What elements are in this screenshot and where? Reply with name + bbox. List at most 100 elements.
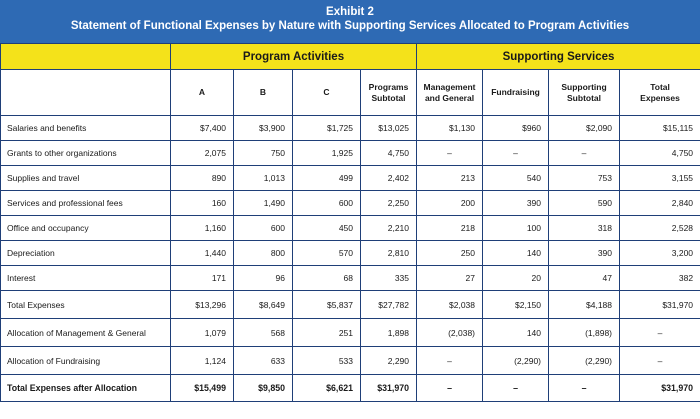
column-b-header: B — [233, 69, 293, 116]
cell-fr: 20 — [482, 265, 550, 291]
cell-ps: $27,782 — [359, 290, 418, 319]
exhibit-subtitle: Statement of Functional Expenses by Natu… — [70, 20, 630, 32]
cell-c: $1,725 — [292, 115, 361, 141]
cell-mg: 200 — [416, 190, 484, 216]
row-label: Office and occupancy — [0, 215, 171, 241]
table-row: Salaries and benefits $7,400 $3,900 $1,725 $… — [0, 115, 700, 141]
table-row: Total Expenses $13,296 $8,649 $5,837 $27,782… — [0, 290, 700, 319]
cell-fr: 390 — [482, 190, 550, 216]
cell-te: 3,200 — [619, 240, 700, 266]
cell-c: 450 — [292, 215, 361, 241]
programs-subtotal-line2: Subtotal — [371, 92, 406, 103]
cell-te: 382 — [619, 265, 700, 291]
cell-mg: (2,038) — [416, 318, 484, 347]
cell-te: $31,970 — [619, 290, 700, 319]
exhibit-title: Exhibit 2 — [326, 6, 374, 18]
cell-fr: $960 — [482, 115, 550, 141]
cell-b: $3,900 — [233, 115, 293, 141]
cell-ps: 2,290 — [359, 346, 418, 375]
table-row: Grants to other organizations 2,075 750 1,9… — [0, 140, 700, 166]
table-row: Office and occupancy 1,160 600 450 2,210 218 1… — [0, 215, 700, 241]
cell-mg: 213 — [416, 165, 484, 191]
cell-ss: (1,898) — [548, 318, 621, 347]
cell-b: 600 — [233, 215, 293, 241]
column-header-row: A B C Programs Subtotal Management and G… — [0, 69, 700, 116]
cell-c: 570 — [292, 240, 361, 266]
cell-ss: 590 — [548, 190, 621, 216]
management-line1: Management — [423, 81, 476, 92]
cell-ss: $4,188 — [548, 290, 621, 319]
cell-b: $9,850 — [233, 374, 293, 402]
table-row: Supplies and travel 890 1,013 499 2,402 213 54… — [0, 165, 700, 191]
cell-b: 1,490 — [233, 190, 293, 216]
cell-ps: 2,250 — [359, 190, 418, 216]
cell-a: 171 — [170, 265, 234, 291]
fundraising-header: Fundraising — [482, 69, 550, 116]
total-expenses-line2: Expenses — [640, 92, 680, 103]
cell-mg: – — [416, 374, 484, 402]
table-body: Salaries and benefits $7,400 $3,900 $1,725 $… — [0, 115, 700, 402]
cell-ss: 318 — [548, 215, 621, 241]
programs-subtotal-header: Programs Subtotal — [359, 69, 418, 116]
management-line2: and General — [424, 92, 475, 103]
table-row: Depreciation 1,440 800 570 2,810 250 140 390 3,2… — [0, 240, 700, 266]
cell-c: $6,621 — [292, 374, 361, 402]
exhibit-header: Exhibit 2 Statement of Functional Expens… — [0, 0, 700, 43]
row-label: Interest — [0, 265, 171, 291]
cell-ss: $2,090 — [548, 115, 621, 141]
column-a-header: A — [170, 69, 234, 116]
row-label: Depreciation — [0, 240, 171, 266]
cell-ps: $13,025 — [359, 115, 418, 141]
row-label: Total Expenses after Allocation — [0, 374, 171, 402]
cell-te: $15,115 — [619, 115, 700, 141]
cell-c: 68 — [292, 265, 361, 291]
cell-ss: 390 — [548, 240, 621, 266]
supporting-subtotal-header: Supporting Subtotal — [548, 69, 621, 116]
table-row: Interest 171 96 68 335 27 20 47 382 — [0, 265, 700, 291]
row-label: Total Expenses — [0, 290, 171, 319]
cell-b: 96 — [233, 265, 293, 291]
cell-a: 160 — [170, 190, 234, 216]
cell-ps: 335 — [359, 265, 418, 291]
group-header-blank — [0, 43, 171, 70]
cell-c: 533 — [292, 346, 361, 375]
cell-a: $15,499 — [170, 374, 234, 402]
cell-fr: – — [482, 140, 550, 166]
cell-fr: 140 — [482, 318, 550, 347]
cell-a: 890 — [170, 165, 234, 191]
table-row: Services and professional fees 160 1,490 60… — [0, 190, 700, 216]
row-label: Grants to other organizations — [0, 140, 171, 166]
cell-mg: – — [416, 140, 484, 166]
cell-te: $31,970 — [619, 374, 700, 402]
programs-subtotal-line1: Programs — [368, 81, 409, 92]
management-general-header: Management and General — [416, 69, 484, 116]
cell-c: 499 — [292, 165, 361, 191]
cell-ps: 4,750 — [359, 140, 418, 166]
cell-b: $8,649 — [233, 290, 293, 319]
cell-b: 568 — [233, 318, 293, 347]
group-header-row: Program Activities Supporting Services — [0, 43, 700, 70]
cell-mg: 218 — [416, 215, 484, 241]
cell-te: 4,750 — [619, 140, 700, 166]
cell-mg: 250 — [416, 240, 484, 266]
cell-te: 2,528 — [619, 215, 700, 241]
cell-ps: $31,970 — [359, 374, 418, 402]
cell-c: 251 — [292, 318, 361, 347]
supporting-subtotal-line2: Subtotal — [567, 92, 602, 103]
cell-mg: $2,038 — [416, 290, 484, 319]
cell-fr: (2,290) — [482, 346, 550, 375]
cell-mg: 27 — [416, 265, 484, 291]
cell-fr: $2,150 — [482, 290, 550, 319]
cell-c: $5,837 — [292, 290, 361, 319]
row-label: Services and professional fees — [0, 190, 171, 216]
functional-expenses-table: Program Activities Supporting Services A… — [0, 43, 700, 402]
cell-a: $13,296 — [170, 290, 234, 319]
cell-a: 2,075 — [170, 140, 234, 166]
cell-te: – — [619, 318, 700, 347]
table-row: Allocation of Management & General 1,079 5… — [0, 318, 700, 347]
cell-a: 1,440 — [170, 240, 234, 266]
supporting-subtotal-line1: Supporting — [561, 81, 607, 92]
cell-a: 1,079 — [170, 318, 234, 347]
cell-b: 750 — [233, 140, 293, 166]
